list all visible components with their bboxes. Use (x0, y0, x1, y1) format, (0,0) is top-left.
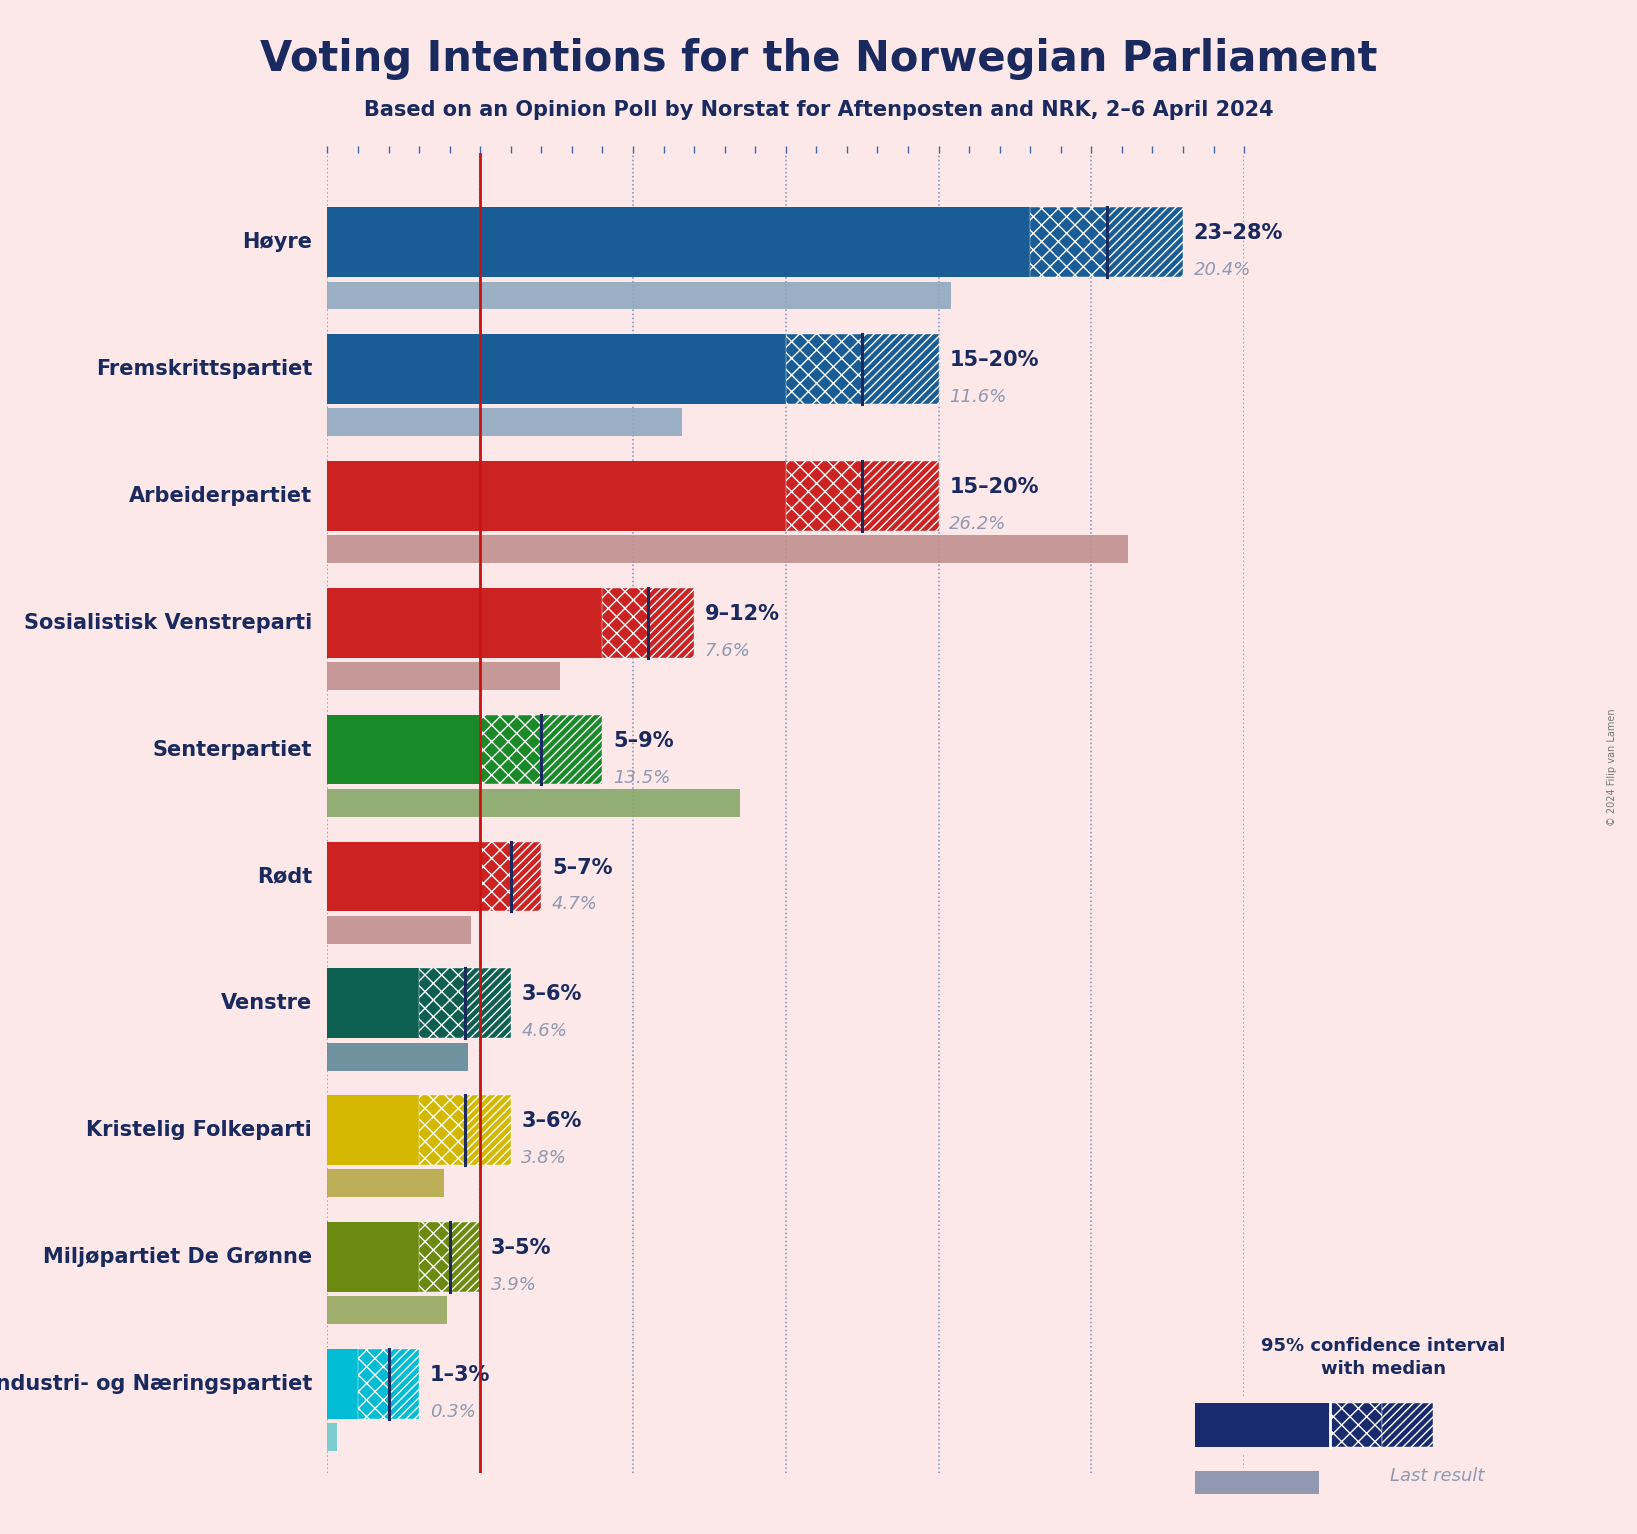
Text: Voting Intentions for the Norwegian Parliament: Voting Intentions for the Norwegian Parl… (260, 38, 1377, 80)
Bar (327, 207, 1030, 278)
Text: 11.6%: 11.6% (949, 388, 1007, 407)
Text: Senterpartiet: Senterpartiet (152, 739, 313, 759)
Text: 7.6%: 7.6% (706, 641, 751, 660)
Bar (1382, 1404, 1434, 1447)
Bar (327, 282, 951, 310)
Bar (786, 462, 863, 531)
Bar (327, 1095, 419, 1164)
Text: 4.6%: 4.6% (522, 1022, 568, 1040)
Text: 4.7%: 4.7% (552, 896, 598, 913)
Text: 95% confidence interval
with median: 95% confidence interval with median (1260, 1336, 1506, 1379)
Bar (1107, 207, 1184, 278)
Text: Kristelig Folkeparti: Kristelig Folkeparti (87, 1120, 313, 1140)
Bar (327, 788, 740, 816)
Bar (419, 968, 465, 1039)
Text: 3–6%: 3–6% (522, 1111, 581, 1131)
Bar (388, 1348, 419, 1419)
Text: Industri- og Næringspartiet: Industri- og Næringspartiet (0, 1374, 313, 1394)
Bar (1030, 207, 1107, 278)
Bar (327, 968, 419, 1039)
Bar (480, 842, 511, 911)
Bar (327, 715, 480, 784)
Bar (648, 588, 694, 658)
Bar (786, 334, 863, 403)
Bar (450, 1223, 480, 1292)
Bar (327, 1296, 447, 1324)
Text: Venstre: Venstre (221, 994, 313, 1014)
Text: 1–3%: 1–3% (431, 1365, 489, 1385)
Bar (327, 842, 480, 911)
Text: 15–20%: 15–20% (949, 477, 1039, 497)
Text: 5–9%: 5–9% (614, 730, 674, 750)
Text: 0.3%: 0.3% (431, 1402, 476, 1420)
Bar (480, 715, 542, 784)
Text: Sosialistisk Venstreparti: Sosialistisk Venstreparti (25, 612, 313, 632)
Bar (419, 1223, 450, 1292)
Text: © 2024 Filip van Lamen: © 2024 Filip van Lamen (1608, 709, 1617, 825)
Bar (863, 334, 938, 403)
Bar (327, 334, 786, 403)
Bar (327, 1043, 468, 1071)
Bar (327, 1169, 444, 1198)
Bar (327, 535, 1128, 563)
Text: Miljøpartiet De Grønne: Miljøpartiet De Grønne (43, 1247, 313, 1267)
Bar (602, 588, 648, 658)
Text: 3.9%: 3.9% (491, 1276, 537, 1293)
Bar (327, 1223, 419, 1292)
Text: Last result: Last result (1390, 1467, 1485, 1485)
Bar (359, 1348, 388, 1419)
Bar (327, 916, 471, 943)
Bar (1329, 1404, 1382, 1447)
Text: Based on an Opinion Poll by Norstat for Aftenposten and NRK, 2–6 April 2024: Based on an Opinion Poll by Norstat for … (363, 100, 1274, 120)
Bar (327, 588, 602, 658)
Bar (1195, 1471, 1319, 1494)
Text: 3–6%: 3–6% (522, 985, 581, 1005)
Text: 9–12%: 9–12% (706, 604, 779, 624)
Text: 23–28%: 23–28% (1193, 224, 1283, 244)
Bar (863, 462, 938, 531)
Text: Rødt: Rødt (257, 867, 313, 887)
Text: 26.2%: 26.2% (949, 515, 1007, 532)
Bar (419, 1095, 465, 1164)
Text: 3.8%: 3.8% (522, 1149, 568, 1167)
Text: Arbeiderpartiet: Arbeiderpartiet (129, 486, 313, 506)
Bar (542, 715, 602, 784)
Text: 15–20%: 15–20% (949, 350, 1039, 370)
Bar (1195, 1404, 1329, 1447)
Text: 20.4%: 20.4% (1193, 261, 1251, 279)
Bar (327, 1424, 337, 1451)
Text: Fremskrittspartiet: Fremskrittspartiet (95, 359, 313, 379)
Bar (511, 842, 542, 911)
Bar (327, 462, 786, 531)
Bar (327, 1348, 359, 1419)
Bar (327, 408, 683, 436)
Bar (465, 968, 511, 1039)
Bar (327, 663, 560, 690)
Text: 13.5%: 13.5% (614, 769, 671, 787)
Text: Høyre: Høyre (242, 232, 313, 252)
Text: 3–5%: 3–5% (491, 1238, 552, 1258)
Text: 5–7%: 5–7% (552, 858, 612, 877)
Bar (465, 1095, 511, 1164)
